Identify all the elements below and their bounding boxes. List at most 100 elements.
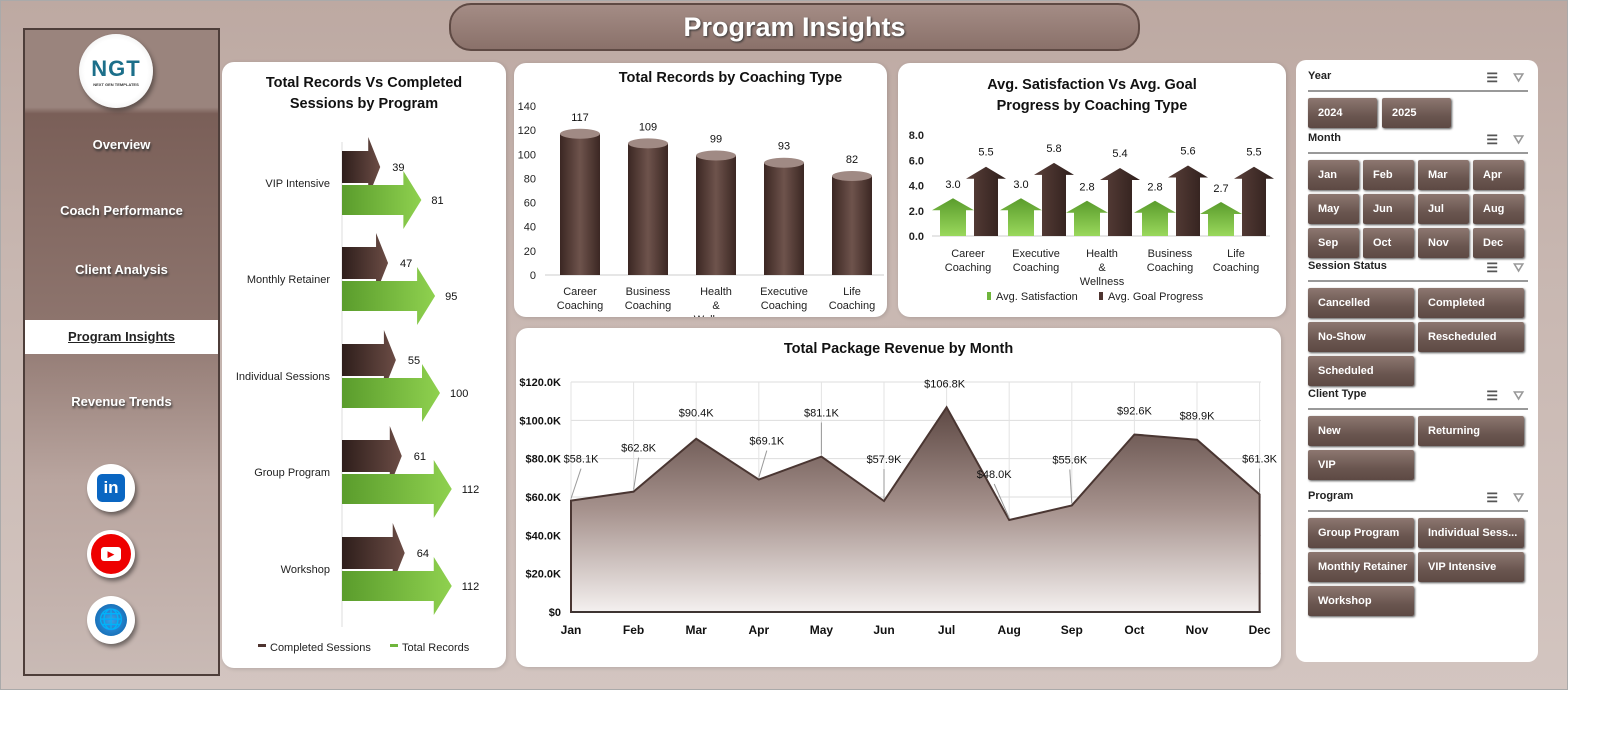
slicer-button[interactable]: VIP Intensive	[1418, 552, 1524, 582]
slicer-button[interactable]: Returning	[1418, 416, 1524, 446]
data-label: 3.0	[945, 179, 960, 191]
legend-swatch	[1099, 292, 1103, 300]
slicer-button[interactable]: Jun	[1363, 194, 1414, 224]
y-tick-label: $80.0K	[526, 454, 562, 466]
chart-satisfaction-vs-goal: Avg. Satisfaction Vs Avg. Goal Progress …	[898, 63, 1286, 317]
data-label: 64	[417, 548, 429, 560]
data-label: 81	[431, 195, 443, 207]
total-records-arrow	[342, 364, 440, 422]
avg-satisfaction-arrow	[932, 198, 974, 236]
data-label: $106.8K	[924, 378, 966, 390]
youtube-icon: ▶	[91, 534, 131, 574]
data-label: 99	[710, 133, 722, 145]
slicer-button[interactable]: New	[1308, 416, 1414, 446]
slicer-button[interactable]: Scheduled	[1308, 356, 1414, 386]
y-tick-label: 60	[524, 198, 536, 210]
data-label: $89.9K	[1180, 411, 1216, 423]
slicer-panel: Year ☰ ⛛ 2024 2025 Month ☰ ⛛ Jan Feb Mar Apr May Jun J…	[1296, 60, 1538, 662]
multi-select-icon[interactable]: ☰	[1486, 388, 1498, 403]
slicer-button[interactable]: Individual Sess...	[1418, 518, 1524, 548]
nav-overview[interactable]: Overview	[92, 137, 151, 152]
slicer-button[interactable]: Dec	[1473, 228, 1524, 258]
slicer-button[interactable]: May	[1308, 194, 1359, 224]
total-records-arrow	[342, 171, 422, 229]
legend-total-records: Total Records	[402, 642, 470, 654]
clear-filter-icon[interactable]: ⛛	[1513, 132, 1524, 147]
completed-sessions-arrow	[342, 426, 402, 486]
data-label: 5.5	[978, 147, 993, 159]
nav-revenue-trends[interactable]: Revenue Trends	[71, 394, 172, 409]
youtube-button[interactable]: ▶	[87, 530, 135, 578]
total-records-arrow	[342, 267, 436, 325]
nav-program-insights[interactable]: Program Insights	[25, 320, 218, 354]
linkedin-icon: in	[97, 474, 125, 502]
website-button[interactable]: 🌐	[87, 596, 135, 644]
slicer-button[interactable]: Rescheduled	[1418, 322, 1524, 352]
bar	[832, 176, 872, 275]
clear-filter-icon[interactable]: ⛛	[1513, 388, 1524, 403]
completed-sessions-arrow	[342, 233, 389, 293]
avg-goal-progress-arrow	[1034, 162, 1074, 236]
slicer-button[interactable]: Jan	[1308, 160, 1359, 190]
slicer-title: Month	[1308, 132, 1341, 144]
data-label: 117	[571, 112, 589, 124]
clear-filter-icon[interactable]: ⛛	[1513, 260, 1524, 275]
y-tick-label: 40	[524, 222, 536, 234]
y-tick-label: $20.0K	[526, 569, 562, 581]
avg-satisfaction-arrow	[1000, 198, 1042, 236]
x-tick-label: Aug	[998, 623, 1021, 637]
clear-filter-icon[interactable]: ⛛	[1513, 70, 1524, 85]
x-tick-label: Feb	[623, 623, 644, 637]
nav-client-analysis[interactable]: Client Analysis	[75, 262, 168, 277]
bar	[560, 133, 600, 275]
bar	[696, 155, 736, 275]
clear-filter-icon[interactable]: ⛛	[1513, 490, 1524, 505]
y-tick-label: $0	[549, 607, 561, 619]
slicer-button[interactable]: Nov	[1418, 228, 1469, 258]
slicer-button[interactable]: 2025	[1382, 98, 1451, 128]
slicer-button[interactable]: Sep	[1308, 228, 1359, 258]
y-tick-label: $120.0K	[519, 377, 561, 389]
bar-top	[832, 171, 872, 182]
category-label: Career Coaching	[945, 248, 991, 274]
bar-top	[764, 157, 804, 168]
y-tick-label: $40.0K	[526, 530, 562, 542]
slicer-button[interactable]: Cancelled	[1308, 288, 1414, 318]
avg-satisfaction-arrow	[1200, 201, 1242, 236]
data-label: 5.6	[1180, 145, 1195, 157]
linkedin-button[interactable]: in	[87, 464, 135, 512]
category-label: Workshop	[281, 564, 330, 576]
y-tick-label: 20	[524, 246, 536, 258]
data-label: 5.4	[1112, 148, 1127, 160]
bar-top	[628, 138, 668, 149]
y-tick-label: 0	[530, 270, 536, 282]
slicer-button[interactable]: Monthly Retainer	[1308, 552, 1414, 582]
avg-goal-progress-arrow	[1234, 166, 1274, 236]
slicer-button[interactable]: Feb	[1363, 160, 1414, 190]
slicer-button[interactable]: Completed	[1418, 288, 1524, 318]
legend-avg-satisfaction: Avg. Satisfaction	[996, 291, 1078, 303]
data-label: 47	[400, 258, 412, 270]
bar-top	[696, 150, 736, 161]
slicer-button[interactable]: Workshop	[1308, 586, 1414, 616]
logo: NGT NEXT GEN TEMPLATES	[79, 34, 153, 108]
slicer-button[interactable]: Oct	[1363, 228, 1414, 258]
multi-select-icon[interactable]: ☰	[1486, 70, 1498, 85]
slicer-button[interactable]: VIP	[1308, 450, 1414, 480]
x-tick-label: Jun	[873, 623, 894, 637]
slicer-button[interactable]: Jul	[1418, 194, 1469, 224]
multi-select-icon[interactable]: ☰	[1486, 490, 1498, 505]
slicer-button[interactable]: Mar	[1418, 160, 1469, 190]
slicer-button[interactable]: Apr	[1473, 160, 1524, 190]
leader-line	[993, 483, 1010, 519]
nav-coach-performance[interactable]: Coach Performance	[60, 203, 183, 218]
data-label: 2.7	[1213, 183, 1228, 195]
y-tick-label: 120	[518, 125, 536, 137]
slicer-button[interactable]: Group Program	[1308, 518, 1414, 548]
multi-select-icon[interactable]: ☰	[1486, 132, 1498, 147]
chart-records-by-coaching-type: Total Records by Coaching Type 0 20 40 60 80…	[514, 63, 887, 317]
multi-select-icon[interactable]: ☰	[1486, 260, 1498, 275]
slicer-button[interactable]: Aug	[1473, 194, 1524, 224]
slicer-button[interactable]: No-Show	[1308, 322, 1414, 352]
slicer-button[interactable]: 2024	[1308, 98, 1377, 128]
